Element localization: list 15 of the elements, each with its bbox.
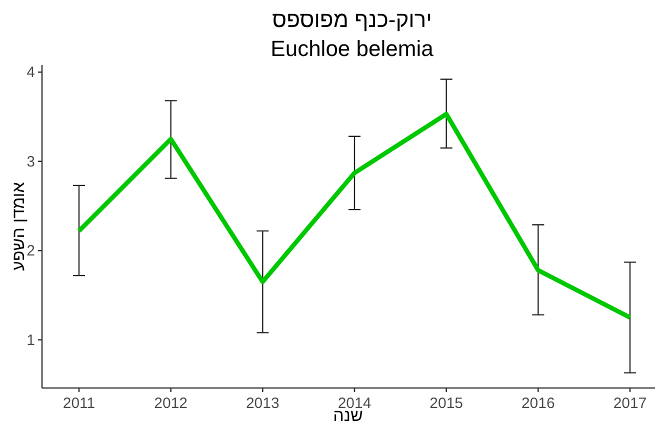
x-tick-label: 2017 (613, 395, 647, 412)
y-axis-title: אומדן השפע (9, 182, 28, 271)
chart-title: ירוק-כנף מפוספס (272, 7, 432, 32)
x-tick-label: 2011 (62, 395, 96, 412)
x-tick-label: 2015 (430, 395, 464, 412)
y-tick-label: 4 (26, 64, 35, 82)
y-tick-label: 3 (26, 153, 35, 170)
x-tick-label: 2014 (338, 395, 372, 412)
line-series (76, 112, 632, 320)
y-tick-label: 2 (26, 242, 35, 260)
chart-subtitle: Euchloe belemia (270, 36, 434, 61)
x-tick-label: 2013 (246, 395, 280, 412)
x-tick-label: 2016 (521, 395, 555, 412)
y-tick-label: 1 (26, 332, 35, 349)
x-tick-label: 2012 (154, 395, 188, 412)
